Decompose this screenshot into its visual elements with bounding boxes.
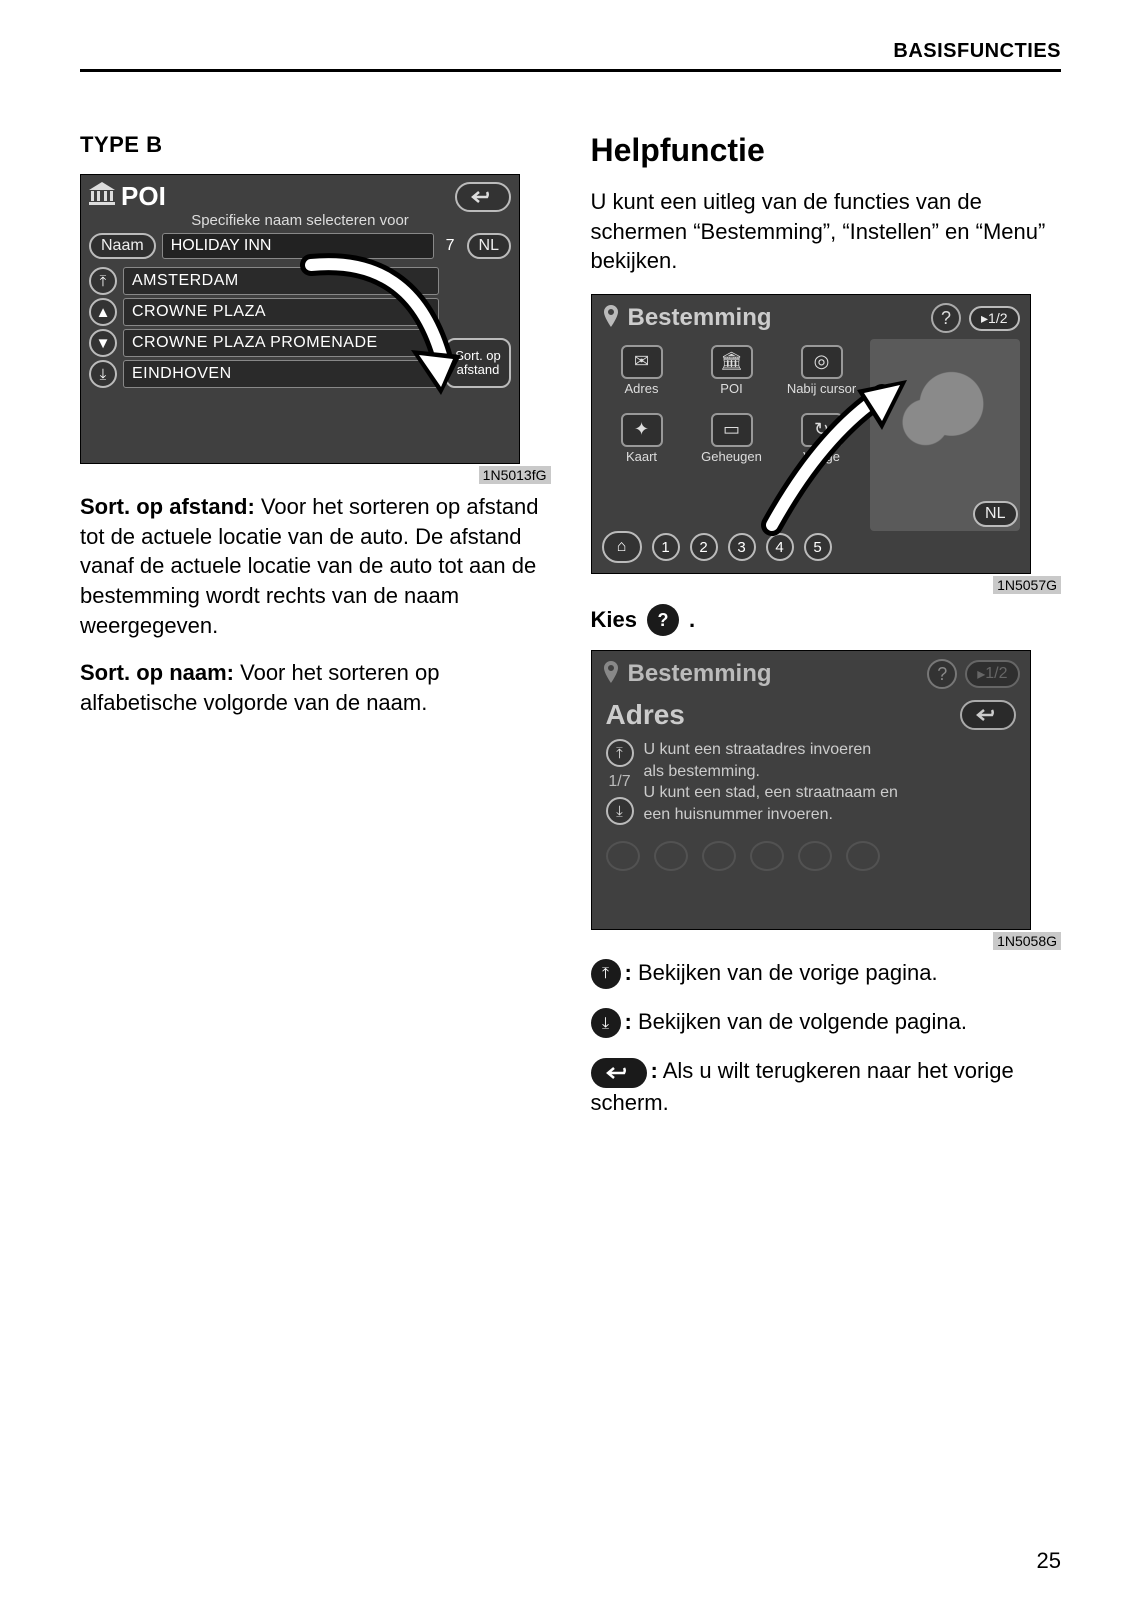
header-divider — [80, 69, 1061, 72]
helpfunctie-intro: U kunt een uitleg van de functies van de… — [591, 187, 1062, 276]
image-id-label: 1N5058G — [993, 932, 1061, 950]
preset-3-button[interactable]: 3 — [728, 533, 756, 561]
scroll-bottom-icon[interactable]: ⤓ — [89, 360, 117, 388]
left-column: TYPE B POI Specifieke naam selecteren vo… — [80, 132, 551, 1135]
geheugen-button[interactable]: ▭Geheugen — [692, 407, 772, 469]
preset-2-button[interactable]: 2 — [690, 533, 718, 561]
naam-button[interactable]: Naam — [89, 233, 156, 259]
adres-panel-title: Adres — [606, 699, 685, 731]
preset-4-button[interactable]: 4 — [766, 533, 794, 561]
sort-afstand-paragraph: Sort. op afstand: Voor het sorteren op a… — [80, 492, 551, 640]
naam-value: HOLIDAY INN — [162, 233, 434, 259]
pin-icon — [602, 661, 620, 688]
sort-naam-paragraph: Sort. op naam: Voor het sorteren op alfa… — [80, 658, 551, 717]
arrow-up-icon: ⤒ — [591, 959, 621, 989]
up-icon-description: ⤒: Bekijken van de vorige pagina. — [591, 958, 1062, 989]
result-count: 7 — [440, 237, 461, 255]
list-item[interactable]: CROWNE PLAZA — [123, 298, 439, 326]
back-icon-description: : Als u wilt terugkeren naar het vorige … — [591, 1056, 1062, 1117]
list-item[interactable]: EINDHOVEN — [123, 360, 439, 388]
page-down-button[interactable]: ⤓ — [606, 797, 634, 825]
preset-5-button[interactable]: 5 — [804, 533, 832, 561]
vorige-button[interactable]: ↻Vorige — [782, 407, 862, 469]
adres-button[interactable]: ✉Adres — [602, 339, 682, 401]
arrow-down-icon: ⤓ — [591, 1008, 621, 1038]
image-id-label: 1N5057G — [993, 576, 1061, 594]
adres-help-screenshot: Bestemming ? ▸ 1/2 Adres ⤒ 1/7 — [591, 650, 1031, 930]
page-indicator: 1/7 — [608, 773, 630, 791]
help-text: U kunt een straatadres invoeren als best… — [644, 739, 1016, 825]
right-column: Helpfunctie U kunt een uitleg van de fun… — [591, 132, 1062, 1135]
list-item[interactable]: CROWNE PLAZA PROMENADE — [123, 329, 439, 357]
page-up-button[interactable]: ⤒ — [606, 739, 634, 767]
country-button[interactable]: NL — [467, 233, 511, 259]
help-icon: ? — [647, 604, 679, 636]
country-button[interactable]: NL — [973, 501, 1017, 527]
kies-instruction: Kies ? . — [591, 604, 1062, 636]
poi-screenshot: POI Specifieke naam selecteren voor Naam… — [80, 174, 520, 464]
museum-icon — [89, 182, 115, 211]
ghost-row — [592, 835, 1030, 877]
nabij-button[interactable]: ◎Nabij cursor — [782, 339, 862, 401]
scroll-up-icon[interactable]: ▲ — [89, 298, 117, 326]
poi-button[interactable]: 🏛POI — [692, 339, 772, 401]
poi-subtitle: Specifieke naam selecteren voor — [81, 212, 519, 229]
back-button[interactable] — [455, 182, 511, 212]
pin-icon — [602, 305, 620, 332]
image-id-label: 1N5013fG — [479, 466, 551, 484]
bestemming-screenshot: Bestemming ? ▸ 1/2 ✉Adres 🏛POI ◎Nabij cu… — [591, 294, 1031, 574]
back-icon — [591, 1058, 647, 1088]
help-button[interactable]: ? — [931, 303, 961, 333]
scroll-down-icon[interactable]: ▼ — [89, 329, 117, 357]
down-icon-description: ⤓: Bekijken van de volgende pagina. — [591, 1007, 1062, 1038]
bestemming-title: Bestemming — [628, 660, 920, 688]
back-button[interactable] — [960, 700, 1016, 730]
home-button[interactable]: ⌂ — [602, 531, 642, 563]
poi-screenshot-wrap: POI Specifieke naam selecteren voor Naam… — [80, 174, 551, 484]
type-b-heading: TYPE B — [80, 132, 551, 158]
scroll-top-icon[interactable]: ⤒ — [89, 267, 117, 295]
bestemming-screenshot-wrap: Bestemming ? ▸ 1/2 ✉Adres 🏛POI ◎Nabij cu… — [591, 294, 1062, 594]
help-button[interactable]: ? — [927, 659, 957, 689]
sort-distance-button[interactable]: Sort. opafstand — [445, 338, 511, 388]
page-number: 25 — [1037, 1548, 1061, 1574]
adres-help-screenshot-wrap: Bestemming ? ▸ 1/2 Adres ⤒ 1/7 — [591, 650, 1062, 950]
page-pill[interactable]: ▸ 1/2 — [969, 306, 1020, 331]
header-section-label: BASISFUNCTIES — [80, 40, 1061, 63]
kaart-button[interactable]: ✦Kaart — [602, 407, 682, 469]
list-item[interactable]: AMSTERDAM — [123, 267, 439, 295]
preset-1-button[interactable]: 1 — [652, 533, 680, 561]
bestemming-title: Bestemming — [628, 304, 924, 332]
helpfunctie-title: Helpfunctie — [591, 132, 1062, 169]
page-pill: ▸ 1/2 — [965, 660, 1019, 688]
poi-title: POI — [121, 181, 455, 212]
